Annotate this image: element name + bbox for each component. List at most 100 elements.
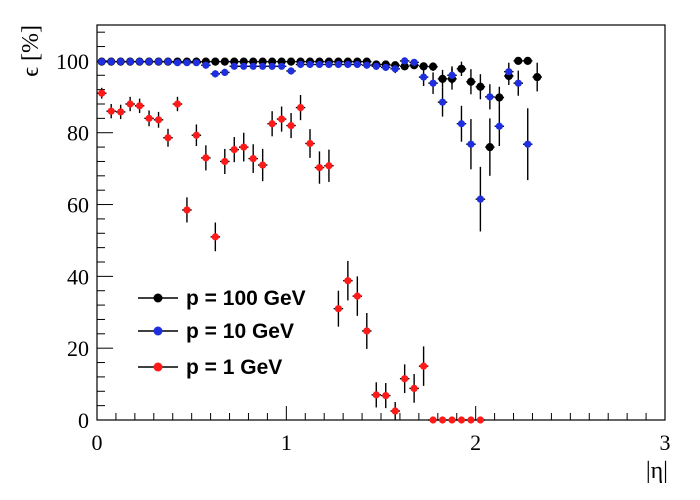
data-point <box>202 61 210 69</box>
data-point <box>287 121 295 130</box>
plot-frame <box>96 24 666 421</box>
data-point <box>486 93 494 101</box>
data-point <box>325 60 333 69</box>
data-point <box>136 58 144 66</box>
y-tick-label: 0 <box>78 408 89 433</box>
data-point <box>476 195 484 203</box>
data-point <box>524 140 532 148</box>
data-point <box>192 131 200 139</box>
y-tick-label: 60 <box>67 193 89 218</box>
x-tick-label: 2 <box>470 430 481 455</box>
data-point <box>145 114 153 122</box>
data-point <box>296 60 305 69</box>
data-point <box>495 122 503 130</box>
data-point <box>353 292 361 300</box>
data-point <box>117 58 125 66</box>
data-point <box>467 416 475 424</box>
data-point <box>438 416 447 424</box>
data-point <box>221 68 229 76</box>
data-point <box>428 62 438 71</box>
data-point <box>372 62 380 70</box>
legend-label: p = 10 GeV <box>186 320 294 343</box>
data-point <box>98 89 106 97</box>
data-point <box>173 100 182 108</box>
legend: p = 100 GeV p = 10 GeV p = 1 GeV <box>138 287 306 379</box>
data-point <box>259 62 267 70</box>
data-point <box>211 233 219 241</box>
data-point <box>457 64 466 73</box>
series-1 <box>97 57 533 232</box>
y-tick-label: 20 <box>67 336 89 361</box>
data-point <box>429 79 437 87</box>
data-point <box>286 57 296 66</box>
data-point <box>268 62 276 70</box>
data-point <box>391 65 399 73</box>
data-point <box>221 157 229 166</box>
data-point <box>344 277 352 285</box>
data-point <box>334 60 342 69</box>
data-point <box>249 154 257 163</box>
data-point <box>363 327 371 335</box>
data-point <box>476 82 485 91</box>
data-point <box>211 57 220 66</box>
data-point <box>420 362 428 370</box>
data-point <box>249 62 257 70</box>
data-point <box>126 100 134 108</box>
data-point <box>306 60 314 69</box>
data-point <box>278 62 286 70</box>
legend-marker <box>153 293 163 303</box>
data-point <box>372 391 380 399</box>
data-point <box>353 60 361 69</box>
data-point <box>154 116 163 124</box>
data-point <box>448 416 456 424</box>
data-point <box>429 416 437 424</box>
data-point <box>230 146 238 154</box>
legend-entry-1gev: p = 1 GeV <box>138 356 282 379</box>
data-point <box>382 391 390 400</box>
data-point <box>278 115 286 123</box>
data-point <box>344 60 352 69</box>
data-point <box>220 57 229 66</box>
data-point <box>98 58 106 66</box>
data-point <box>126 58 134 66</box>
data-point <box>514 79 522 87</box>
data-point <box>154 58 163 66</box>
data-point <box>533 72 542 82</box>
data-point <box>315 60 324 69</box>
legend-label: p = 1 GeV <box>186 356 282 379</box>
axis-tick-labels: 0 1 2 3 0 20 40 60 80 100 <box>56 49 671 455</box>
data-point <box>401 57 409 65</box>
data-point <box>211 70 219 78</box>
data-point <box>420 73 428 81</box>
x-tick-label: 0 <box>92 430 103 455</box>
y-tick-label: 40 <box>67 264 89 289</box>
x-axis-title: |η| <box>646 458 668 484</box>
data-point <box>325 162 333 170</box>
data-point <box>240 62 248 70</box>
data-point <box>495 93 504 102</box>
x-tick-label: 3 <box>660 430 671 455</box>
data-point <box>514 56 523 66</box>
data-point <box>164 58 172 66</box>
x-tick-label: 1 <box>281 430 292 455</box>
data-point <box>117 108 125 116</box>
y-tick-label: 80 <box>67 121 89 146</box>
legend-entry-10gev: p = 10 GeV <box>138 320 294 343</box>
data-point <box>306 139 314 148</box>
legend-marker <box>153 362 163 372</box>
data-point <box>230 62 238 70</box>
legend-label: p = 100 GeV <box>186 287 306 310</box>
data-point <box>268 120 276 128</box>
legend-entry-100gev: p = 100 GeV <box>138 287 306 310</box>
data-point <box>259 161 267 169</box>
data-point <box>505 68 513 76</box>
data-point <box>391 407 399 415</box>
data-point <box>523 56 532 66</box>
data-point <box>448 71 456 79</box>
data-point <box>173 59 182 67</box>
data-point <box>240 143 248 151</box>
data-point <box>164 134 172 142</box>
data-point <box>183 59 191 67</box>
